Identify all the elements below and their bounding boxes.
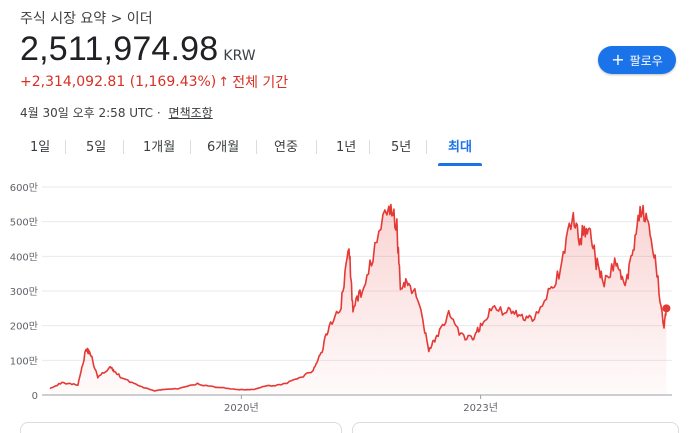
y-tick-label: 600만 [10,182,38,194]
plus-icon: + [611,50,625,69]
price-change-row: +2,314,092.81 (1,169.43%) ↑ 전체 기간 [20,72,288,92]
bottom-cards [0,422,695,433]
y-tick-label: 200만 [10,321,38,333]
y-axis-ticks: 0 100만 200만 300만 400만 500만 600만 [10,182,38,402]
y-tick-label: 500만 [10,217,38,229]
current-price: 2,511,974.98 [20,30,219,68]
timestamp-text: 4월 30일 오후 2:58 UTC · [20,106,161,120]
disclaimer-link[interactable]: 면책조항 [168,106,213,120]
price-row: 2,511,974.98 KRW [20,30,256,69]
timestamp: 4월 30일 오후 2:58 UTC · 면책조항 [20,104,213,121]
tab-6m[interactable]: 6개월 [207,140,240,155]
y-tick-label: 100만 [10,355,38,367]
summary-card[interactable] [352,422,679,433]
tab-1y[interactable]: 1년 [336,140,357,155]
tab-5d[interactable]: 5일 [86,140,107,155]
current-price-dot [662,304,671,313]
y-tick-label: 0 [32,391,38,402]
price-change: +2,314,092.81 (1,169.43%) [20,74,217,90]
breadcrumb[interactable]: 주식 시장 요약 > 이더 [20,11,153,27]
tab-divider [190,140,191,154]
summary-card[interactable] [20,422,342,433]
price-line [49,203,667,392]
y-tick-label: 300만 [10,286,38,298]
tab-divider [256,140,257,154]
tab-max[interactable]: 최대 [438,134,482,166]
tab-divider [65,140,66,154]
change-period: 전체 기간 [232,75,289,91]
tab-5y[interactable]: 5년 [391,140,412,155]
follow-button-label: 팔로우 [629,53,663,68]
tab-divider [123,140,124,154]
y-tick-label: 400만 [10,251,38,263]
arrow-up-icon: ↑ [218,74,230,90]
x-axis-ticks: 2020년 2023년 [224,395,498,414]
tab-divider [426,140,427,154]
follow-button[interactable]: + 팔로우 [598,46,676,74]
x-tick-label: 2020년 [224,402,259,414]
tab-divider [369,140,370,154]
tab-divider [316,140,317,154]
currency-code: KRW [223,48,256,64]
price-chart[interactable]: 0 100만 200만 300만 400만 500만 600만 2020년 2023년 [0,170,695,422]
x-tick-label: 2023년 [463,402,498,414]
tab-1d[interactable]: 1일 [30,140,51,155]
time-range-tabs: 1일 5일 1개월 6개월 연중 1년 5년 최대 [0,134,695,166]
tab-1m[interactable]: 1개월 [143,140,176,155]
tab-ytd[interactable]: 연중 [274,140,298,155]
